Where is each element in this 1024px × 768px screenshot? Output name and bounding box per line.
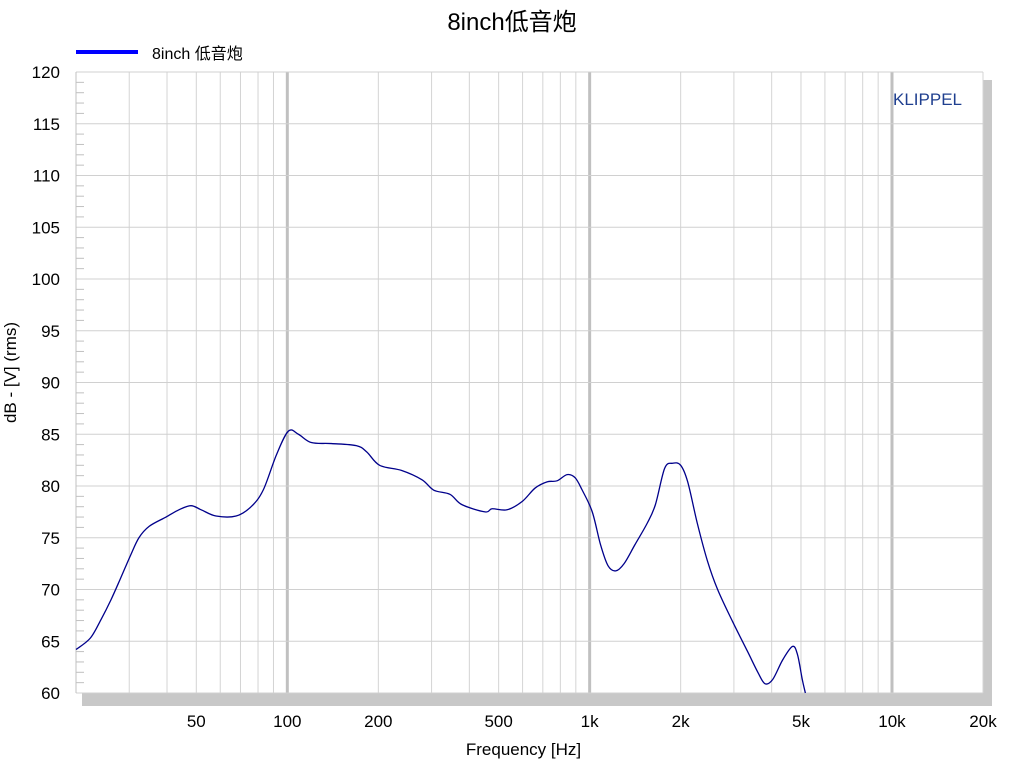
- y-axis-label: dB - [V] (rms): [1, 322, 20, 423]
- y-tick-label: 75: [41, 529, 60, 548]
- legend-label: 8inch 低音炮: [152, 46, 243, 63]
- chart-title: 8inch低音炮: [447, 9, 577, 36]
- y-tick-label: 70: [41, 581, 60, 600]
- x-tick-label: 1k: [581, 712, 599, 731]
- x-tick-label: 20k: [969, 712, 997, 731]
- x-tick-label: 2k: [672, 712, 690, 731]
- y-tick-label: 120: [32, 63, 60, 82]
- y-tick-label: 85: [41, 425, 60, 444]
- y-tick-label: 60: [41, 684, 60, 703]
- legend-swatch: [76, 50, 138, 54]
- y-tick-label: 105: [32, 218, 60, 237]
- klippel-watermark: KLIPPEL: [893, 90, 962, 109]
- y-tick-label: 110: [33, 167, 60, 186]
- y-tick-label: 80: [41, 477, 60, 496]
- y-tick-label: 90: [41, 374, 60, 393]
- x-tick-label: 100: [273, 712, 301, 731]
- y-tick-label: 65: [41, 632, 60, 651]
- y-tick-label: 95: [41, 322, 60, 341]
- x-tick-label: 500: [484, 712, 512, 731]
- x-tick-label: 50: [187, 712, 206, 731]
- y-tick-label: 115: [33, 115, 60, 134]
- x-tick-label: 5k: [792, 712, 810, 731]
- y-tick-label: 100: [32, 270, 60, 289]
- legend: 8inch 低音炮: [76, 40, 243, 64]
- series-line: [75, 429, 807, 694]
- x-axis-label: Frequency [Hz]: [466, 740, 581, 759]
- x-tick-label: 10k: [878, 712, 906, 731]
- x-tick-label: 200: [364, 712, 392, 731]
